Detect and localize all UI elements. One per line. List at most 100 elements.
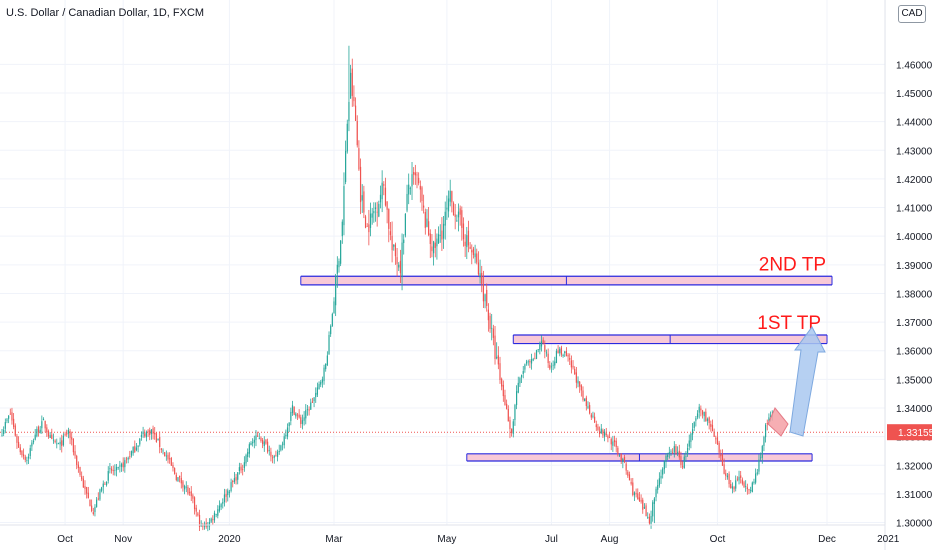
candle-body — [705, 411, 707, 422]
candle-body — [291, 405, 294, 413]
candle-body — [61, 440, 63, 447]
candle-body — [165, 455, 167, 457]
candle-body — [442, 223, 445, 239]
candle-body — [341, 221, 343, 237]
candle-body — [316, 387, 318, 395]
candle-body — [300, 417, 302, 425]
candle-body — [617, 447, 619, 455]
candle-body — [328, 334, 330, 354]
candle-body — [54, 440, 56, 443]
candle-body — [431, 246, 433, 252]
candle-body — [756, 472, 758, 474]
candle-body — [198, 515, 201, 527]
candle-body — [457, 211, 460, 218]
candle-body — [746, 487, 748, 490]
candle-body — [522, 371, 524, 374]
candle-body — [164, 452, 166, 457]
candle-body — [258, 438, 260, 440]
candle-body — [691, 429, 694, 435]
candle-body — [31, 442, 33, 447]
candle-body — [743, 482, 745, 488]
candle-body — [479, 273, 481, 278]
candle-body — [447, 198, 450, 212]
candle-body — [647, 516, 649, 518]
y-tick-label: 1.32000 — [896, 461, 932, 472]
candle-body — [403, 239, 405, 244]
candle-body — [368, 224, 370, 233]
candle-body — [446, 207, 448, 210]
candle-body — [220, 504, 222, 508]
candle-body — [753, 481, 755, 484]
candle-body — [101, 487, 103, 491]
candle-body — [114, 469, 116, 471]
candle-body — [295, 413, 297, 417]
candle-body — [273, 455, 275, 458]
candle-body — [524, 364, 526, 370]
candle-body — [696, 413, 699, 418]
candle-body — [104, 483, 106, 485]
candle-body — [374, 207, 377, 209]
candle-body — [462, 223, 465, 240]
candle-body — [512, 421, 514, 434]
candle-body — [706, 418, 709, 422]
level-label-1st-tp: 1ST TP — [757, 313, 821, 334]
y-tick-label: 1.39000 — [896, 261, 932, 272]
candle-body — [625, 463, 627, 471]
candle-body — [589, 405, 591, 414]
candle-body — [66, 433, 68, 435]
candle-body — [721, 454, 724, 466]
candle-body — [424, 211, 426, 228]
candle-body — [603, 431, 606, 437]
candle-body — [233, 478, 235, 482]
candle-body — [252, 442, 254, 444]
candle-body — [283, 436, 285, 446]
candle-body — [330, 326, 332, 335]
x-tick-label: Dec — [818, 534, 836, 545]
candle-body — [638, 497, 641, 501]
candle-body — [49, 435, 51, 438]
y-tick-label: 1.40000 — [896, 232, 932, 243]
candle-body — [595, 424, 597, 428]
candle-body — [769, 415, 772, 417]
y-tick-label: 1.34000 — [896, 404, 932, 415]
candle-body — [358, 148, 360, 170]
candle-body — [612, 441, 614, 446]
projection-arrows — [767, 326, 826, 437]
candle-body — [147, 430, 149, 432]
candle-body — [144, 433, 146, 437]
candle-body — [343, 186, 345, 226]
candle-body — [379, 194, 382, 203]
candle-body — [673, 446, 675, 453]
candle-body — [22, 454, 25, 457]
candle-body — [532, 359, 534, 361]
candle-body — [496, 356, 498, 359]
candle-body — [562, 354, 564, 356]
candle-body — [698, 406, 700, 413]
grid-layer — [0, 0, 886, 525]
candle-body — [115, 467, 118, 471]
candle-body — [492, 328, 494, 338]
candle-body — [761, 446, 763, 458]
candle-body — [605, 433, 607, 436]
x-tick-label: Mar — [325, 534, 343, 545]
candle-body — [99, 489, 101, 500]
candle-body — [326, 355, 328, 365]
candle-body — [663, 461, 665, 470]
currency-badge[interactable]: CAD — [898, 5, 926, 23]
candle-body — [37, 426, 40, 433]
candle-body — [570, 360, 572, 368]
candle-body — [240, 466, 242, 471]
y-tick-label: 1.41000 — [896, 204, 932, 215]
candle-body — [725, 473, 727, 476]
candle-body — [466, 235, 468, 248]
candle-body — [268, 450, 270, 451]
candle-body — [474, 253, 476, 258]
candle-body — [565, 351, 567, 356]
candle-body — [418, 177, 420, 184]
candle-body — [652, 502, 654, 517]
candle-body — [225, 493, 227, 497]
candle-body — [497, 355, 499, 365]
candle-body — [248, 444, 250, 454]
candle-body — [320, 382, 322, 385]
